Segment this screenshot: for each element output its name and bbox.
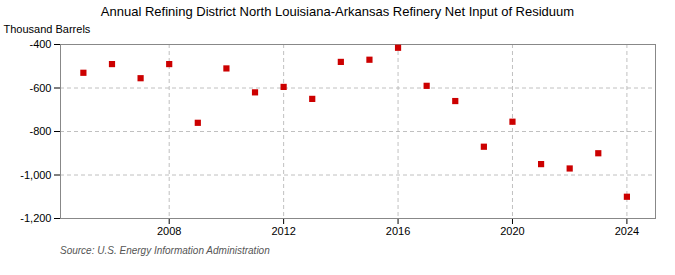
- svg-text:-1,200: -1,200: [20, 212, 51, 224]
- svg-text:-400: -400: [29, 38, 51, 50]
- svg-text:2024: 2024: [615, 225, 639, 237]
- svg-text:-600: -600: [29, 82, 51, 94]
- svg-text:2016: 2016: [386, 225, 410, 237]
- svg-text:-800: -800: [29, 125, 51, 137]
- svg-text:Thousand Barrels: Thousand Barrels: [4, 23, 91, 35]
- html-text:Source: U.S. Energy Informatio: Source: U.S. Energy Information Administ…: [60, 245, 270, 256]
- svg-text:2020: 2020: [500, 225, 524, 237]
- svg-text:2012: 2012: [271, 225, 295, 237]
- svg-text:2008: 2008: [157, 225, 181, 237]
- html-text:Annual Refining District North: Annual Refining District North Louisiana…: [100, 4, 575, 19]
- svg-text:-1,000: -1,000: [20, 169, 51, 181]
